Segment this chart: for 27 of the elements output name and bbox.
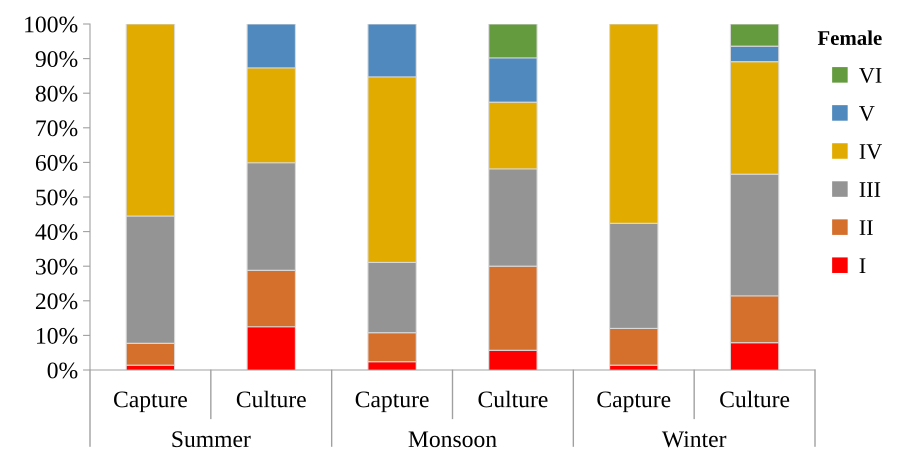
x-tick-label: Capture (114, 392, 187, 412)
y-tick-label: 50% (36, 189, 78, 206)
x-tick-label: Capture (356, 392, 429, 412)
y-tick-label: 20% (36, 293, 78, 310)
x-tick-label: Capture (597, 392, 670, 412)
legend-label: I (860, 258, 866, 273)
legend-label: VI (859, 68, 882, 83)
y-tick-label: 100% (25, 16, 78, 32)
y-tick-label: 0% (48, 362, 78, 378)
legend-label: IV (860, 144, 882, 160)
y-tick-label: 40% (35, 224, 78, 240)
legend-title: Female (818, 30, 882, 46)
x-tick-label: Culture (720, 390, 790, 408)
y-tick-label: 90% (36, 51, 78, 68)
text: Summer (172, 431, 251, 448)
y-tick-label: 60% (36, 154, 78, 171)
legend-label: II (860, 220, 873, 235)
x-tick-label: Culture (478, 390, 548, 408)
y-tick-label: 70% (36, 120, 78, 136)
text: Winter (662, 431, 726, 448)
y-tick-label: 80% (36, 86, 78, 102)
text: Monsoon (408, 431, 497, 448)
y-tick-label: 30% (36, 258, 78, 275)
y-tick-label: 10% (36, 328, 78, 344)
legend-label: III (860, 182, 880, 197)
x-tick-label: Culture (236, 390, 306, 408)
legend-label: V (859, 106, 875, 122)
